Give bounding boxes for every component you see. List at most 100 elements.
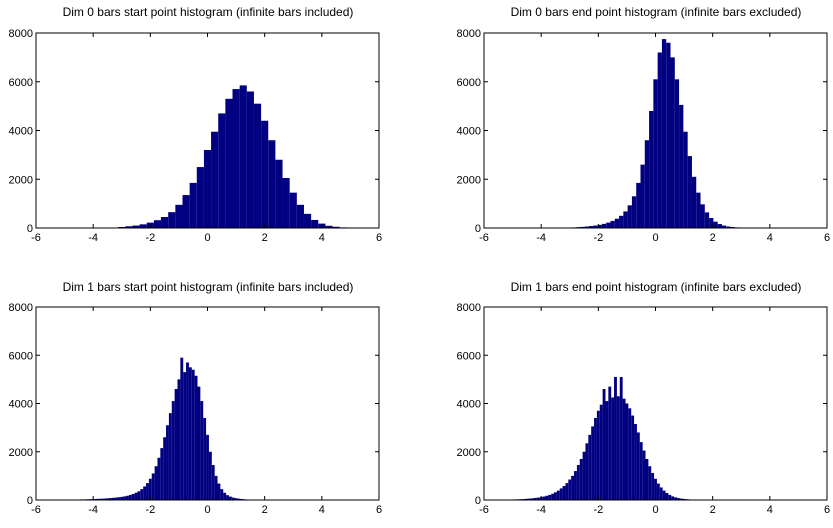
x-tick-label: -2 — [593, 232, 603, 244]
histogram-bar — [223, 492, 227, 500]
histogram-bar — [161, 217, 169, 228]
histogram-bar — [94, 498, 98, 500]
histogram-bar — [726, 226, 731, 228]
y-tick-label: 2000 — [457, 447, 481, 459]
y-tick-label: 2000 — [9, 174, 33, 186]
histogram-bar — [682, 498, 686, 500]
histogram-bar — [704, 212, 710, 228]
histogram-bar — [588, 434, 592, 500]
histogram-bar — [282, 178, 290, 228]
histogram-bar — [137, 491, 141, 500]
histogram-bar — [614, 376, 617, 500]
chart-title: Dim 1 bars start point histogram (infini… — [63, 280, 354, 294]
bars — [511, 376, 715, 501]
histogram-bar — [325, 225, 333, 228]
histogram-bar — [534, 497, 537, 500]
histogram-bar — [584, 226, 590, 228]
plot-border — [35, 32, 380, 229]
histogram-bar — [648, 466, 652, 500]
histogram-bar — [644, 140, 650, 228]
histogram-bar — [596, 410, 600, 500]
x-tick-label: 2 — [262, 504, 268, 516]
histogram-bar — [203, 150, 212, 228]
histogram-bar — [542, 496, 546, 500]
histogram-bar — [625, 403, 629, 500]
histogram-bar — [536, 497, 540, 500]
histogram-bar — [551, 493, 555, 500]
histogram-bar — [217, 483, 221, 500]
histogram-bar — [148, 478, 152, 500]
y-tick-label: 8000 — [9, 302, 33, 314]
x-tick-label: 6 — [376, 504, 382, 516]
histogram-bar — [576, 465, 580, 500]
histogram-bar — [653, 79, 658, 228]
subplot-dim1-end: Dim 1 bars end point histogram (infinite… — [457, 280, 831, 516]
histogram-bar — [599, 404, 603, 500]
histogram-bar — [634, 424, 637, 500]
histogram-bar — [631, 196, 637, 228]
histogram-bar — [117, 497, 121, 500]
histogram-bar — [175, 204, 183, 228]
histogram-bar — [548, 494, 552, 500]
histogram-bar — [591, 426, 595, 500]
histogram-bar — [261, 120, 269, 228]
histogram-bar — [188, 367, 192, 500]
histogram-bar — [721, 225, 727, 228]
histogram-bar — [163, 437, 167, 500]
histogram-bar — [594, 417, 597, 500]
histogram-bar — [146, 483, 149, 500]
bars — [77, 357, 267, 501]
histogram-bar — [296, 204, 304, 228]
histogram-bar — [619, 215, 624, 228]
histogram-bar — [211, 465, 215, 500]
ticks: -6 -4 -2 0 2 4 6 0 2000 4000 6000 8000 — [9, 28, 383, 244]
histogram-bar — [203, 417, 207, 500]
y-tick-label: 6000 — [457, 350, 481, 362]
histogram-bar — [611, 397, 615, 500]
histogram-bar — [168, 212, 176, 228]
histogram-bar — [593, 225, 598, 228]
histogram-bar — [571, 475, 575, 501]
histogram-bar — [649, 111, 654, 228]
histogram-bar — [589, 226, 594, 228]
histogram-bar — [171, 401, 175, 500]
x-tick-label: 2 — [710, 504, 716, 516]
histogram-bar — [232, 89, 240, 228]
histogram-bar — [674, 79, 680, 228]
histogram-bar — [559, 488, 563, 500]
histogram-bar — [579, 458, 583, 500]
histogram-bar — [676, 498, 680, 500]
histogram-bar — [182, 195, 190, 228]
histogram-bar — [125, 226, 133, 228]
histogram-bar — [132, 225, 140, 228]
histogram-bar — [239, 85, 247, 228]
histogram-bar — [151, 473, 155, 500]
histogram-bar — [554, 492, 557, 500]
histogram-bar — [700, 204, 705, 228]
histogram-bar — [679, 498, 683, 500]
histogram-bar — [623, 211, 628, 228]
x-tick-label: 4 — [319, 504, 325, 516]
y-tick-label: 8000 — [457, 28, 481, 40]
histogram-bar — [183, 372, 187, 500]
histogram-bar — [157, 457, 161, 500]
histogram-bar — [196, 167, 204, 228]
histogram-bar — [713, 221, 718, 228]
histogram-bar — [528, 498, 532, 500]
x-tick-label: 0 — [652, 504, 658, 516]
histogram-bar — [545, 495, 549, 500]
histogram-bar — [645, 458, 649, 500]
histogram-bar — [636, 182, 641, 228]
histogram-bar — [601, 223, 607, 228]
histogram-bar — [228, 496, 232, 500]
plot-border — [35, 306, 380, 501]
x-tick-label: -4 — [88, 504, 98, 516]
histogram-bar — [97, 498, 101, 500]
ticks: -6 -4 -2 0 2 4 6 0 2000 4000 6000 8000 — [457, 28, 831, 244]
histogram-bar — [128, 494, 132, 500]
histogram-bar — [631, 415, 635, 500]
histogram-bar — [687, 156, 692, 228]
x-tick-label: 0 — [204, 504, 210, 516]
x-tick-label: 6 — [824, 232, 830, 244]
